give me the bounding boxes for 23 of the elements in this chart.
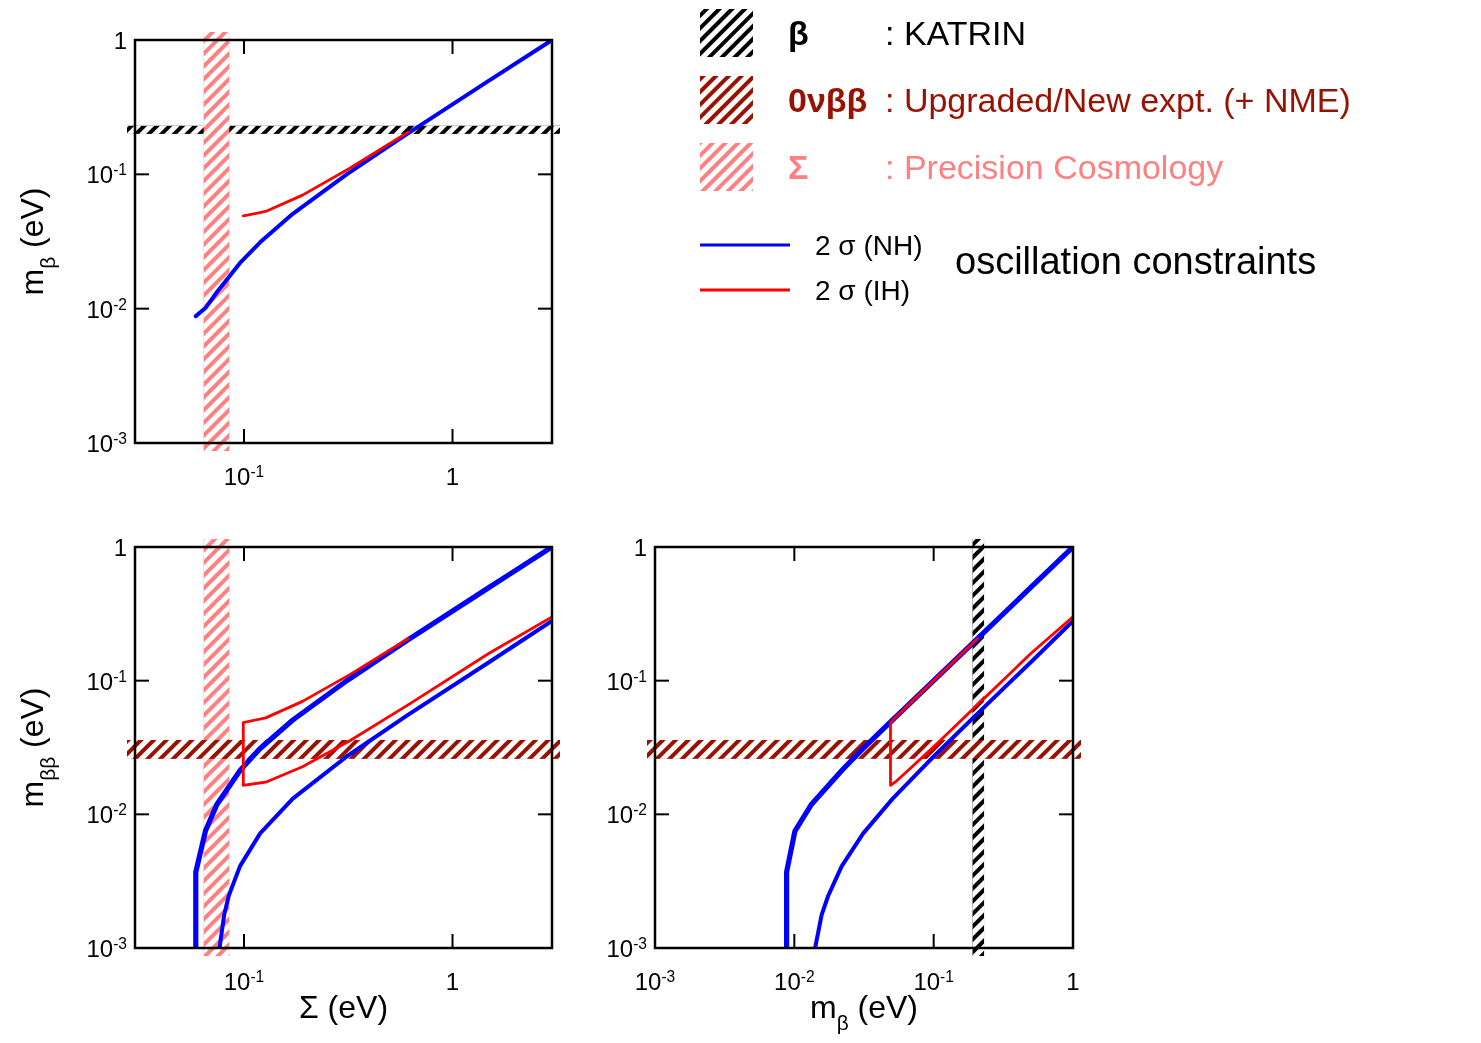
legend-label: 2 σ (IH) (815, 275, 911, 306)
y-tick-label: 10$^{-2}$ (86, 295, 127, 323)
y-tick-label: 10$^{-1}$ (86, 667, 127, 695)
y-tick-label: 10$^{-3}$ (606, 934, 647, 962)
legend-label: 0νββ : Upgraded/New expt. (+ NME) (788, 81, 1351, 119)
legend-label: 2 σ (NH) (815, 230, 923, 261)
x-axis-title: Σ (eV) (298, 989, 389, 1025)
y-tick-label: 10$^{-3}$ (86, 934, 127, 962)
y-tick-label: 10$^{-2}$ (606, 800, 647, 829)
y-tick-label: 10$^{-1}$ (86, 160, 127, 189)
x-tick-label: 10$^{-1}$ (223, 967, 265, 995)
text: β : KATRIN (788, 14, 1027, 52)
y-tick-label: 10$^{-2}$ (86, 800, 127, 829)
x-tick-label: 10$^{-3}$ (634, 967, 676, 995)
y-tick-label: 10$^{-1}$ (606, 667, 647, 695)
text: Σ : Precision Cosmology (788, 148, 1224, 186)
x-tick-label: 1 (1066, 968, 1080, 995)
y-tick-label: 1 (113, 534, 127, 561)
y-tick-label: 1 (633, 534, 647, 561)
text: oscillation constraints (955, 240, 1317, 282)
y-tick-label: 10$^{-3}$ (86, 429, 127, 457)
x-tick-label: 1 (445, 968, 460, 995)
y-tick-label: 1 (113, 27, 127, 54)
